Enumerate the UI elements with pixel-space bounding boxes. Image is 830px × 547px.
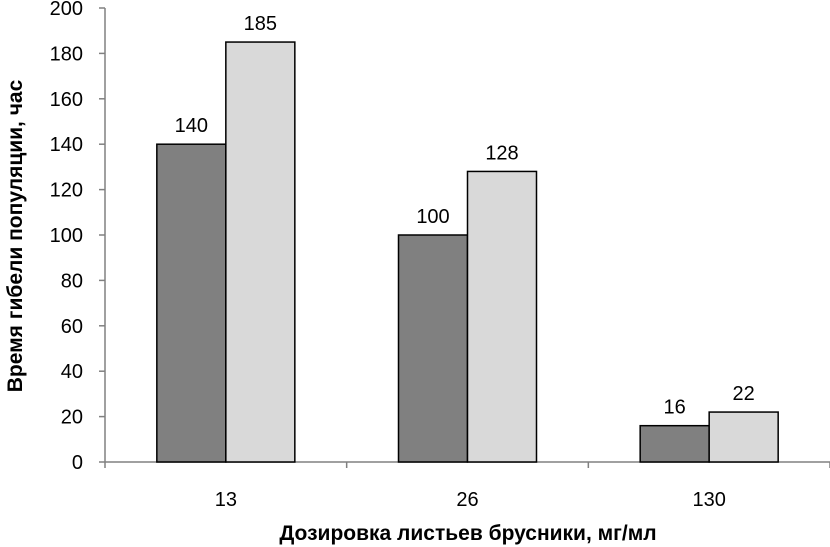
data-label: 16 <box>664 397 686 419</box>
y-tick-label: 40 <box>61 361 83 383</box>
y-tick-label: 60 <box>61 316 83 338</box>
bars <box>156 41 779 463</box>
y-tick-label: 120 <box>50 180 83 202</box>
y-axis: 0 20 40 60 80 100 120 140 160 180 200 <box>50 0 106 474</box>
data-label: 128 <box>485 142 518 164</box>
bar <box>708 411 779 463</box>
data-label: 100 <box>416 206 449 228</box>
x-axis: 13 26 130 <box>104 461 830 511</box>
y-tick-label: 80 <box>61 270 83 292</box>
y-tick-label: 140 <box>50 134 83 156</box>
y-tick-label: 180 <box>50 43 83 65</box>
bar <box>225 41 296 463</box>
data-label: 185 <box>244 13 277 35</box>
bar <box>466 170 538 463</box>
x-tick-label: 13 <box>215 489 237 511</box>
y-tick-label: 0 <box>72 452 83 474</box>
bar <box>639 424 710 463</box>
x-axis-title: Дозировка листьев брусники, мг/мл <box>279 522 656 545</box>
data-label: 22 <box>733 383 755 405</box>
y-tick-label: 200 <box>50 0 83 20</box>
x-tick-label: 130 <box>692 489 725 511</box>
data-labels: 140 185 100 128 16 22 <box>175 13 755 419</box>
data-label: 140 <box>175 115 208 137</box>
y-tick-label: 160 <box>50 89 83 111</box>
bar <box>156 143 227 463</box>
y-tick-label: 20 <box>61 407 83 429</box>
y-axis-title: Время гибели популяции, час <box>4 79 27 392</box>
y-tick-label: 100 <box>50 225 83 247</box>
bar <box>397 234 469 463</box>
x-tick-label: 26 <box>456 489 478 511</box>
